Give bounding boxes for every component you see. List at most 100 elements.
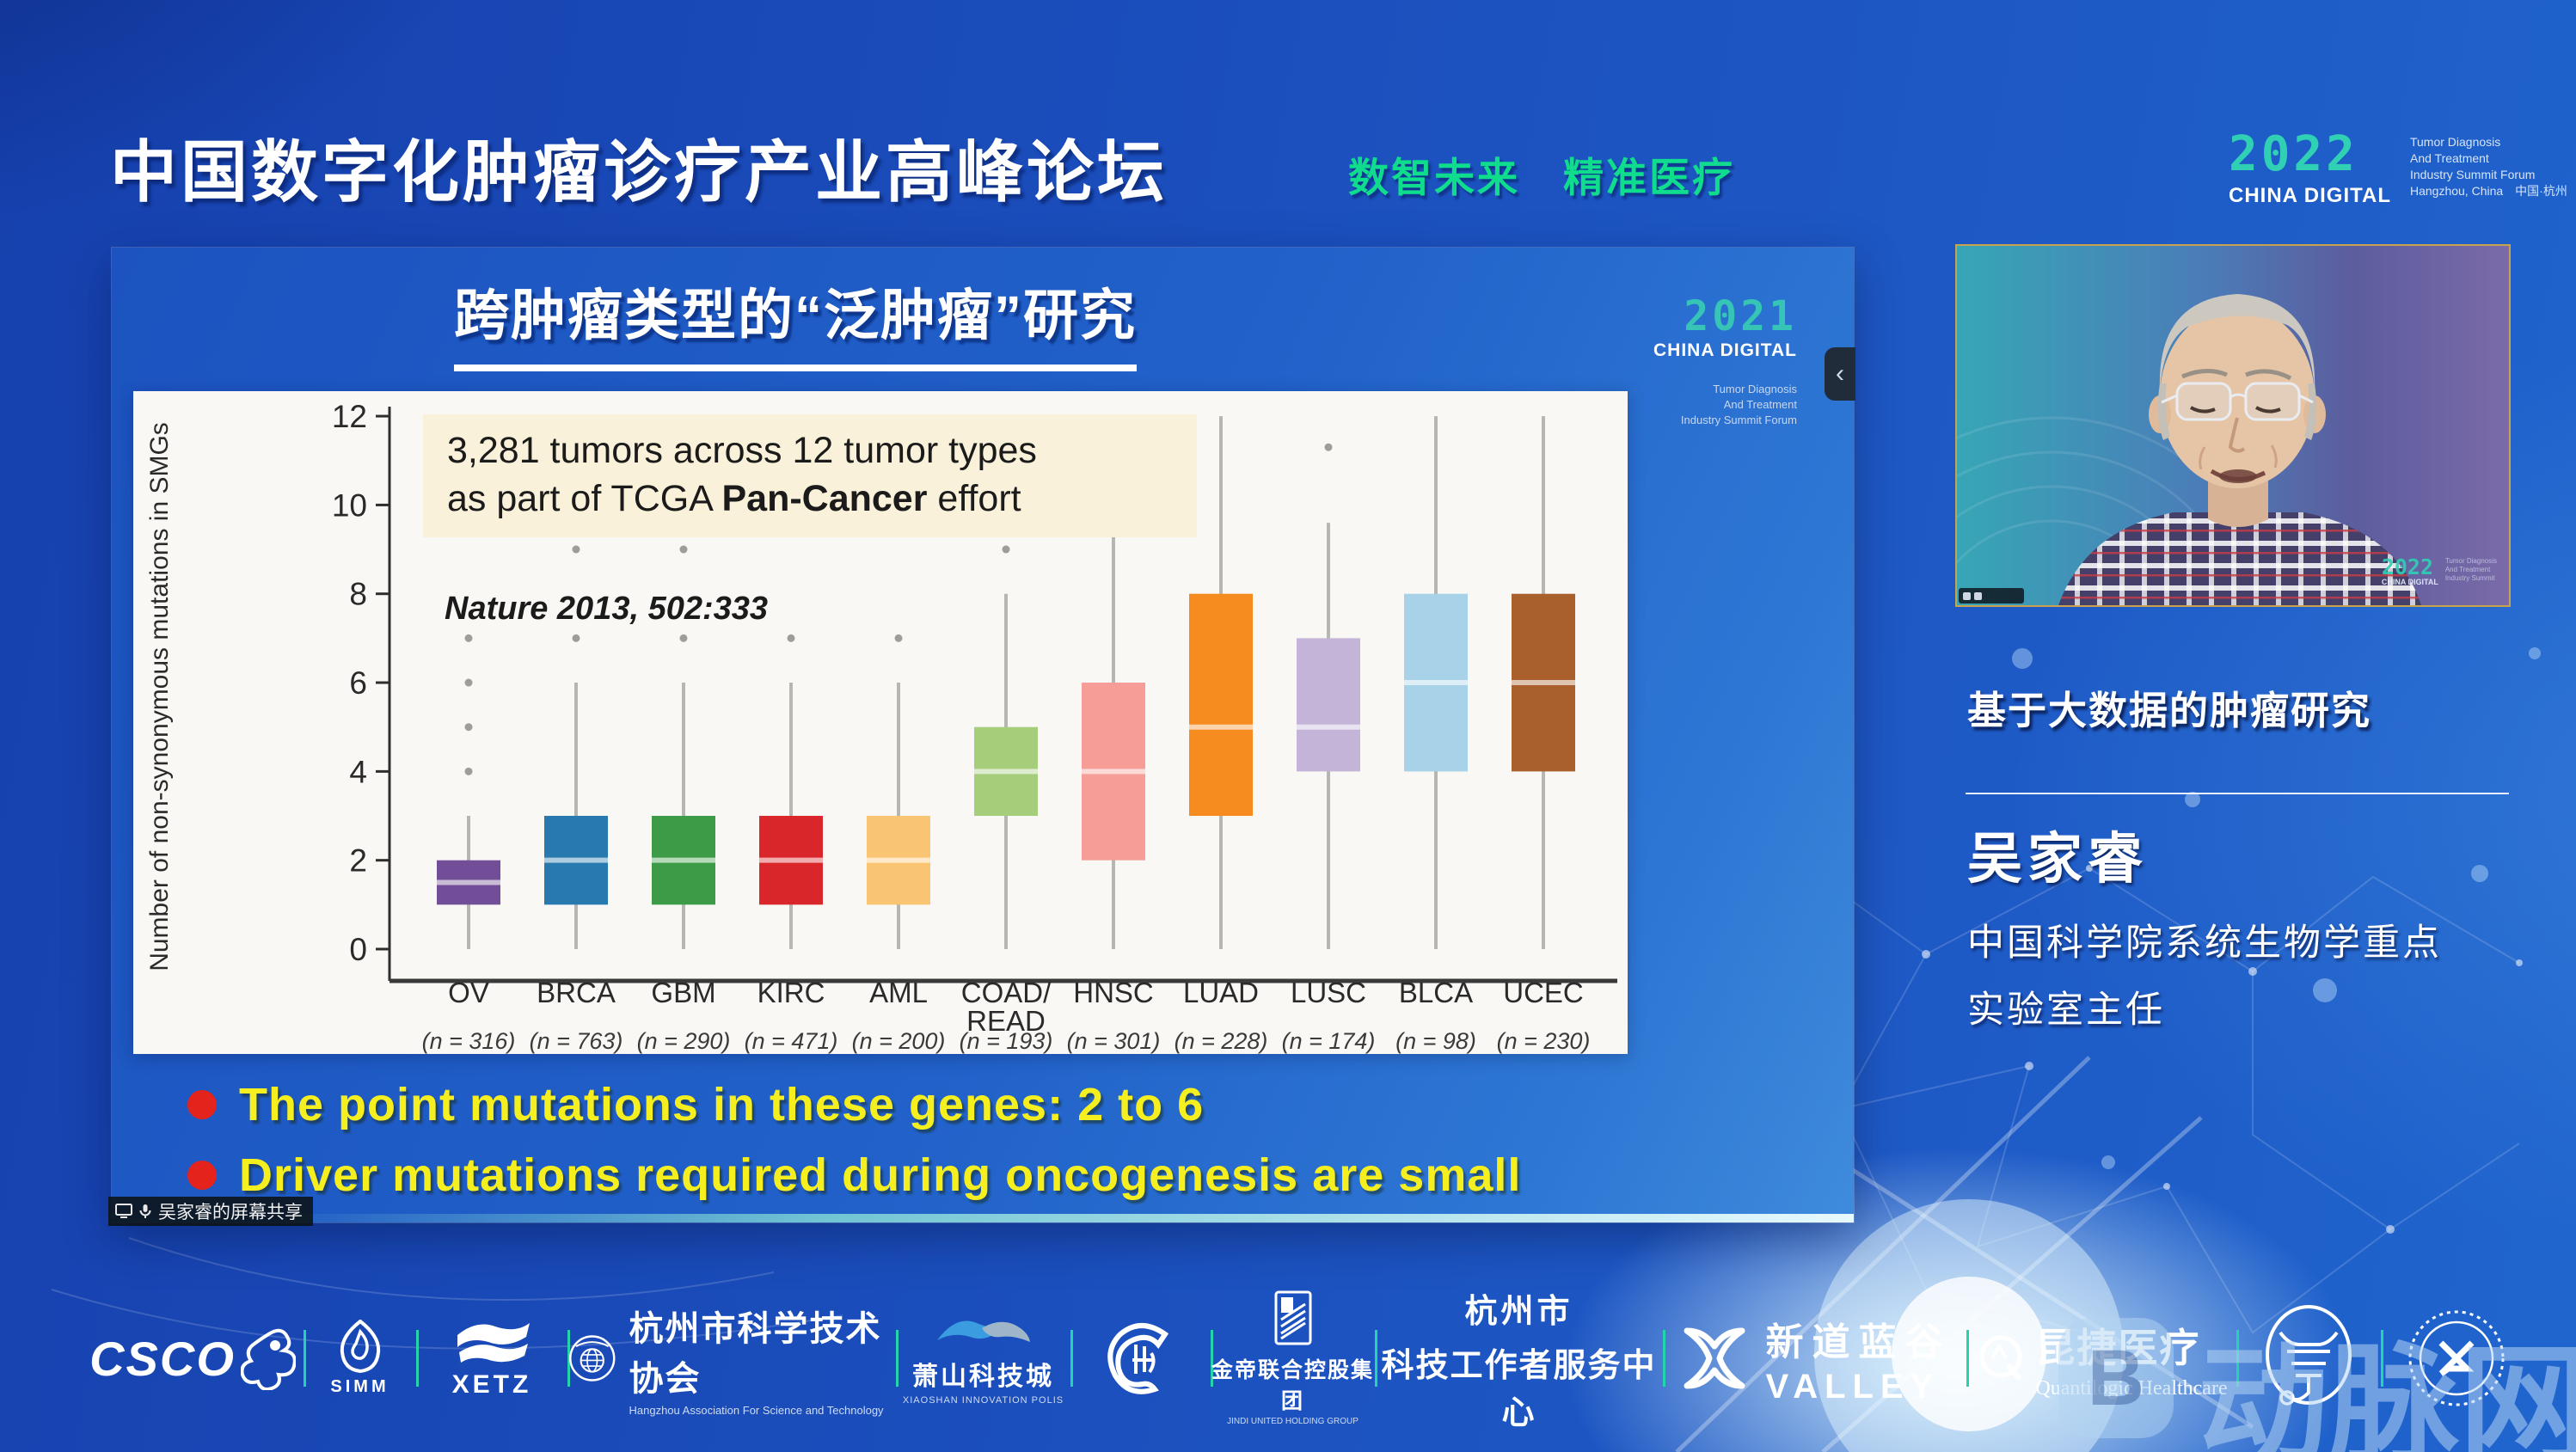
simm-droplet-icon bbox=[340, 1319, 380, 1374]
share-label-text: 吴家睿的屏幕共享 bbox=[158, 1203, 303, 1222]
talk-title: 基于大数据的肿瘤研究 bbox=[1967, 689, 2372, 732]
mic-icon bbox=[1974, 591, 1982, 600]
quantilogic-wordmark-en: Quantilogic Healthcare bbox=[2035, 1376, 2228, 1400]
boxplot-chart: 0 2 4 6 8 10 12 Number of non-synonymous mutati… bbox=[133, 391, 1628, 1054]
ox-emblem-icon bbox=[2266, 1305, 2352, 1406]
svg-text:READ: READ bbox=[966, 1005, 1046, 1037]
bullet-item: Driver mutations required during oncogen… bbox=[187, 1149, 1521, 1202]
ink-seal-icon bbox=[1107, 1323, 1168, 1394]
annotation-box: 3,281 tumors across 12 tumor types as pa… bbox=[423, 414, 1197, 537]
citation: Nature 2013, 502:333 bbox=[445, 591, 769, 627]
jindi-subtext: JINDI UNITED HOLDING GROUP bbox=[1227, 1417, 1359, 1426]
screen-share-label: 吴家睿的屏幕共享 bbox=[108, 1197, 313, 1226]
logo-2021-line: Industry Summit Forum bbox=[1680, 414, 1797, 426]
forum-subtitle: 数智未来 精准医疗 bbox=[1348, 155, 1735, 200]
speaker-affiliation: 实验室主任 bbox=[1967, 990, 2165, 1031]
hzsci-line1: 杭州市 bbox=[1464, 1293, 1573, 1330]
xiaoshan-swoosh-icon bbox=[936, 1320, 1030, 1342]
svg-text:BLCA: BLCA bbox=[1399, 977, 1473, 1008]
bullet-text: Driver mutations required during oncogen… bbox=[239, 1149, 1522, 1201]
speaker-video[interactable]: 2022 CHINA DIGITAL Tumor Diagnosis And Tr… bbox=[1955, 244, 2511, 607]
logo-hz-sci-workers: 杭州市 科技工作者服务中心 bbox=[1375, 1290, 1663, 1431]
speaker-avatar bbox=[1957, 246, 2509, 605]
svg-text:6: 6 bbox=[349, 665, 367, 701]
svg-text:4: 4 bbox=[349, 754, 367, 789]
svg-text:(n = 290): (n = 290) bbox=[637, 1028, 731, 1054]
svg-text:GBM: GBM bbox=[651, 977, 715, 1008]
svg-text:LUSC: LUSC bbox=[1291, 977, 1366, 1008]
china-digital-2022-logo: 2022 CHINA DIGITAL Tumor Diagnosis And T… bbox=[2229, 131, 2567, 208]
china-digital-2021-logo: 2021 CHINA DIGITAL Tumor Diagnosis And T… bbox=[1651, 296, 1797, 428]
divider bbox=[1966, 1330, 1969, 1387]
logo-valley: 新道蓝谷 VALLEY bbox=[1663, 1290, 1966, 1427]
divider bbox=[304, 1330, 306, 1387]
jindi-building-icon bbox=[1274, 1290, 1311, 1345]
jindi-wordmark: 金帝联合控股集团 bbox=[1211, 1358, 1374, 1413]
divider bbox=[416, 1330, 419, 1387]
svg-text:(n = 301): (n = 301) bbox=[1067, 1028, 1161, 1054]
xetz-wordmark: XETZ bbox=[451, 1369, 532, 1399]
camera-icon bbox=[1963, 591, 1971, 600]
speaker-affiliation: 中国科学院系统生物学重点 bbox=[1967, 923, 2442, 964]
slide-title: 跨肿瘤类型的“泛肿瘤”研究 bbox=[454, 272, 1137, 371]
hast-subtext: Hangzhou Association For Science and Tec… bbox=[629, 1403, 884, 1417]
svg-text:0: 0 bbox=[349, 932, 367, 967]
divider-line bbox=[1966, 793, 2509, 794]
logo-2021-year: 2021 bbox=[1684, 292, 1797, 340]
logo-2022-year: 2022 bbox=[2229, 126, 2358, 182]
csco-wordmark: CSCO bbox=[89, 1331, 236, 1386]
xetz-wave-icon bbox=[457, 1322, 530, 1363]
boxplot-panel: 0 2 4 6 8 10 12 Number of non-synonymous mutati… bbox=[133, 391, 1628, 1054]
hast-globe-icon bbox=[569, 1335, 616, 1382]
forum-title: 中国数字化肿瘤诊疗产业高峰论坛 bbox=[110, 134, 1168, 210]
bullet-dot-icon bbox=[187, 1161, 217, 1190]
logo-xiaoshan: 萧山科技城 XIAOSHAN INNOVATION POLIS bbox=[896, 1290, 1070, 1427]
participant-label bbox=[1959, 588, 2024, 603]
logo-ox-emblem bbox=[2236, 1290, 2381, 1427]
logo-csco: CSCO bbox=[82, 1290, 304, 1427]
bullet-item: The point mutations in these genes: 2 to… bbox=[187, 1078, 1204, 1131]
logo-hast: 杭州市科学技术协会 Hangzhou Association For Scien… bbox=[567, 1290, 896, 1427]
speaker-name: 吴家睿 bbox=[1967, 829, 2148, 890]
annotation-line2: as part of TCGA Pan-Cancer effort bbox=[447, 478, 1021, 519]
svg-text:(n = 471): (n = 471) bbox=[745, 1028, 838, 1054]
logo-xetz: XETZ bbox=[416, 1290, 567, 1427]
svg-text:2: 2 bbox=[349, 843, 367, 879]
valley-wordmark-en: VALLEY bbox=[1765, 1367, 1941, 1406]
sponsor-bar: CSCO SIMM bbox=[0, 1290, 2576, 1452]
divider bbox=[1211, 1330, 1213, 1387]
svg-text:HNSC: HNSC bbox=[1073, 977, 1154, 1008]
logo-2022-line: And Treatment bbox=[2409, 151, 2489, 165]
logo-quantilogic: 昆捷医疗 Quantilogic Healthcare bbox=[1966, 1290, 2236, 1427]
svg-text:12: 12 bbox=[332, 399, 367, 434]
xiaoshan-wordmark: 萧山科技城 bbox=[912, 1363, 1054, 1391]
hast-wordmark: 杭州市科学技术协会 bbox=[629, 1309, 882, 1398]
svg-text:(n = 200): (n = 200) bbox=[852, 1028, 946, 1054]
svg-text:10: 10 bbox=[332, 487, 367, 523]
logo-2022-line: Industry Summit Forum bbox=[2409, 168, 2536, 181]
shared-slide: 跨肿瘤类型的“泛肿瘤”研究 2021 CHINA DIGITAL Tumor D… bbox=[112, 248, 1855, 1222]
collapse-panel-tab[interactable]: ‹ bbox=[1825, 347, 1855, 401]
svg-text:(n = 193): (n = 193) bbox=[960, 1028, 1053, 1054]
svg-text:COAD/: COAD/ bbox=[961, 977, 1052, 1008]
logo-2021-line: Tumor Diagnosis bbox=[1713, 383, 1797, 395]
logo-ink-seal bbox=[1070, 1290, 1211, 1427]
valley-wordmark-cn: 新道蓝谷 bbox=[1765, 1320, 1952, 1363]
divider bbox=[896, 1330, 899, 1387]
logo-simm: SIMM bbox=[304, 1290, 416, 1427]
hzsci-line2: 科技工作者服务中心 bbox=[1381, 1347, 1657, 1431]
bullet-dot-icon bbox=[187, 1090, 217, 1119]
svg-text:(n = 174): (n = 174) bbox=[1282, 1028, 1376, 1054]
svg-text:(n = 98): (n = 98) bbox=[1395, 1028, 1476, 1054]
svg-text:Number of non-synonymous mutat: Number of non-synonymous mutations in SM… bbox=[145, 422, 174, 971]
valley-x-icon bbox=[1684, 1327, 1745, 1389]
logo-round-emblem bbox=[2381, 1290, 2532, 1427]
logo-2022-line: Hangzhou, China 中国·杭州 bbox=[2409, 184, 2567, 198]
logo-2021-line: And Treatment bbox=[1723, 398, 1797, 411]
svg-text:AML: AML bbox=[869, 977, 928, 1008]
divider bbox=[567, 1330, 570, 1387]
svg-text:(n = 230): (n = 230) bbox=[1497, 1028, 1591, 1054]
simm-wordmark: SIMM bbox=[330, 1377, 389, 1396]
logo-jindi: 金帝联合控股集团 JINDI UNITED HOLDING GROUP bbox=[1211, 1290, 1375, 1427]
